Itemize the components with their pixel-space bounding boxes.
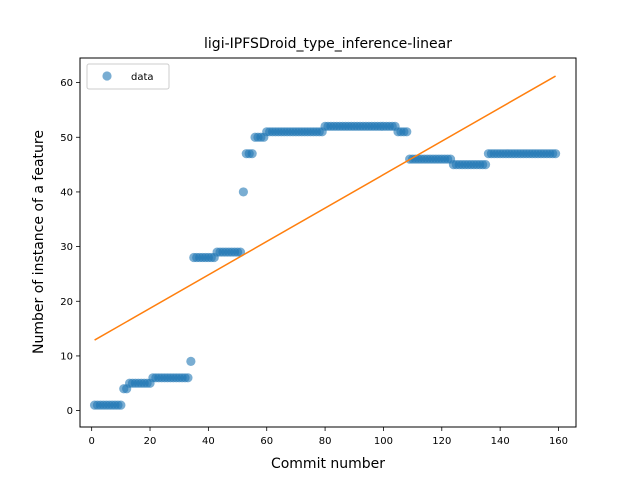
data-point [183,373,193,383]
y-tick-label: 0 [67,406,73,417]
y-axis-label: Number of instance of a feature [31,130,47,354]
data-point [550,149,561,159]
data-point [186,356,196,366]
x-tick-label: 80 [319,436,332,447]
legend: data [86,63,170,90]
y-tick-label: 10 [60,351,73,362]
chart-title: ligi-IPFSDroid_type_inference-linear [204,36,452,52]
x-tick-label: 40 [202,436,215,447]
x-tick-label: 0 [88,436,94,447]
x-axis-label: Commit number [271,456,385,472]
y-tick-label: 20 [60,297,73,308]
legend-frame [86,63,170,90]
y-axis-ticks: 0 10 20 30 40 50 60 [60,78,80,417]
data-point [116,400,126,410]
plot-area [89,75,561,410]
legend-label-data: data [131,72,154,83]
x-axis-ticks: 0 20 40 60 80 100 120 140 160 [88,427,568,447]
y-tick-label: 30 [60,242,73,253]
axes-frame [79,57,577,428]
data-point [238,187,248,197]
y-tick-label: 50 [60,133,73,144]
x-tick-label: 140 [491,436,510,447]
x-tick-label: 120 [432,436,451,447]
x-tick-label: 160 [549,436,568,447]
x-tick-label: 100 [374,436,393,447]
y-tick-label: 40 [60,187,73,198]
legend-marker-data [102,71,112,81]
data-point [402,127,412,137]
linear-fit-line [94,75,556,341]
y-tick-label: 60 [60,78,73,89]
x-tick-label: 60 [260,436,273,447]
data-point [247,149,257,159]
x-tick-label: 20 [144,436,157,447]
data-point [480,160,491,170]
